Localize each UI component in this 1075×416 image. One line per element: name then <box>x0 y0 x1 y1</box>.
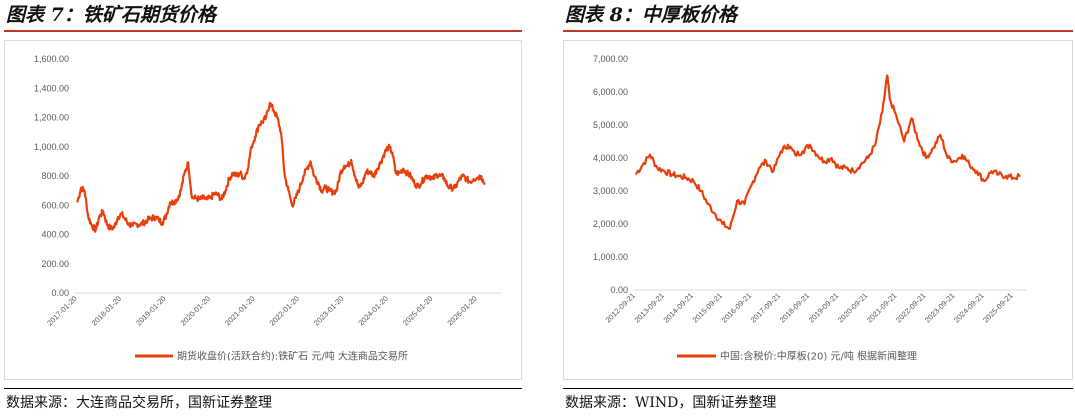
x-tick-label: 2018-01-20 <box>90 294 123 327</box>
x-tick-label: 2022-09-21 <box>894 291 927 324</box>
x-tick-label: 2020-09-21 <box>836 291 869 324</box>
iron-ore-futures-chart: 0.00 200.00 400.00 600.00 800.00 1,000.00 1,20… <box>34 54 501 363</box>
x-tick-label: 2017-09-21 <box>749 291 782 324</box>
figure-title: 图表 8：中厚板价格 <box>565 4 737 26</box>
source-divider <box>4 388 522 389</box>
y-tick-label: 3,000.00 <box>593 186 628 196</box>
x-tick-label: 2015-09-21 <box>691 291 724 324</box>
x-tick-label: 2023-09-21 <box>923 291 956 324</box>
x-tick-label: 2025-01-20 <box>401 294 434 327</box>
x-tick-label: 2026-01-20 <box>445 294 478 327</box>
data-source-note: 数据来源：WIND，国新证券整理 <box>565 395 777 411</box>
y-tick-label: 800.00 <box>41 171 69 181</box>
y-tick-label: 5,000.00 <box>593 120 628 130</box>
x-tick-label: 2019-09-21 <box>807 291 840 324</box>
data-source-note: 数据来源：大连商品交易所，国新证券整理 <box>6 395 272 411</box>
y-tick-label: 1,600.00 <box>34 54 69 64</box>
y-tick-label: 4,000.00 <box>593 153 628 163</box>
x-tick-label: 2021-01-20 <box>223 294 256 327</box>
x-tick-label: 2014-09-21 <box>662 291 695 324</box>
figure-7-panel: 图表 7：铁矿石期货价格 0.00 200.00 400.00 600.00 800.0… <box>0 0 524 416</box>
series-line <box>634 74 1021 230</box>
y-tick-label: 6,000.00 <box>593 87 628 97</box>
chart-frame: 0.00 200.00 400.00 600.00 800.00 1,000.00 1,20… <box>4 40 522 380</box>
y-tick-label: 1,400.00 <box>34 83 69 93</box>
x-tick-label: 2012-09-21 <box>604 291 637 324</box>
title-divider <box>563 30 1073 32</box>
x-tick-label: 2024-01-20 <box>356 294 389 327</box>
x-tick-label: 2018-09-21 <box>778 291 811 324</box>
y-tick-label: 1,000.00 <box>34 142 69 152</box>
medium-plate-price-chart: 0.00 1,000.00 2,000.00 3,000.00 4,000.00 5,00… <box>593 54 1026 363</box>
x-tick-label: 2020-01-20 <box>179 294 212 327</box>
title-divider <box>4 30 522 32</box>
y-tick-label: 0.00 <box>51 288 69 298</box>
x-tick-label: 2024-09-21 <box>952 291 985 324</box>
y-tick-label: 2,000.00 <box>593 219 628 229</box>
chart-frame: 0.00 1,000.00 2,000.00 3,000.00 4,000.00 5,00… <box>563 40 1073 380</box>
y-tick-label: 7,000.00 <box>593 54 628 64</box>
source-divider <box>563 388 1073 389</box>
x-tick-label: 2021-09-21 <box>865 291 898 324</box>
y-tick-label: 400.00 <box>41 230 69 240</box>
y-tick-label: 200.00 <box>41 259 69 269</box>
figure-8-panel: 图表 8：中厚板价格 0.00 1,000.00 2,000.00 3,000.00 4… <box>559 0 1075 416</box>
y-tick-label: 1,000.00 <box>593 252 628 262</box>
y-tick-label: 600.00 <box>41 200 69 210</box>
legend-label: 期货收盘价(活跃合约):铁矿石 元/吨 大连商品交易所 <box>177 350 408 363</box>
legend-label: 中国:含税价:中厚板(20) 元/吨 根据新闻整理 <box>720 350 917 363</box>
figure-title: 图表 7：铁矿石期货价格 <box>6 4 216 26</box>
x-tick-label: 2022-01-20 <box>268 294 301 327</box>
y-tick-label: 1,200.00 <box>34 113 69 123</box>
x-tick-label: 2013-09-21 <box>633 291 666 324</box>
x-tick-label: 2016-09-21 <box>720 291 753 324</box>
x-tick-label: 2019-01-20 <box>134 294 167 327</box>
x-tick-label: 2025-09-21 <box>981 291 1014 324</box>
y-tick-label: 0.00 <box>610 285 628 295</box>
x-tick-label: 2017-01-20 <box>45 294 78 327</box>
x-tick-label: 2023-01-20 <box>312 294 345 327</box>
series-line <box>76 101 486 233</box>
